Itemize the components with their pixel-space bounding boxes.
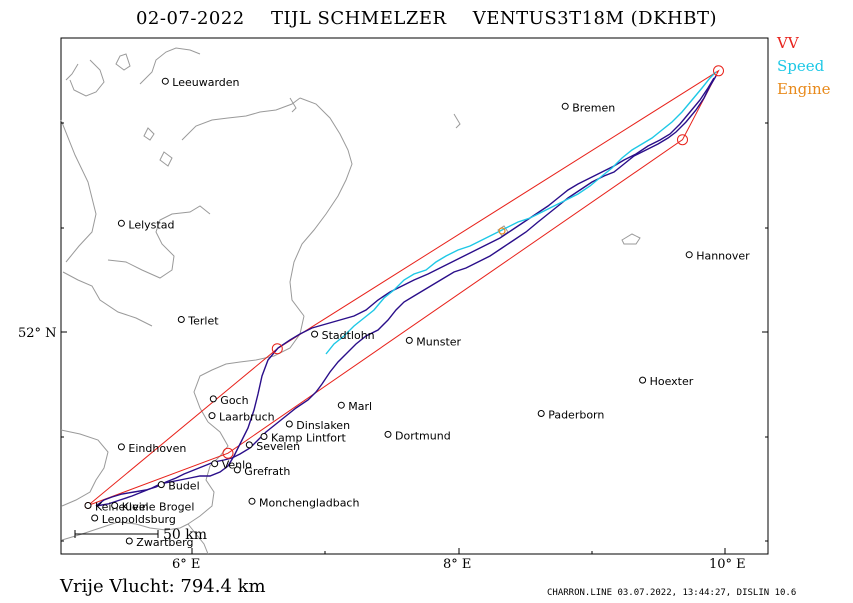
footer-info: CHARRON.LINE 03.07.2022, 13:44:27, DISLI… [547,588,797,598]
place-label: Venlo [222,459,252,472]
place-marker [84,502,92,509]
place-label: Munster [416,335,461,348]
legend-vv: VV [777,34,799,52]
turnpoint-circle [713,65,724,77]
legend-engine-label: Engine [777,80,831,98]
turnpoint-circle [222,447,234,459]
turnpoint-circle [271,343,283,355]
place-label: Sevelen [256,440,300,453]
glider-name: VENTUS3T18M (DKHBT) [472,8,718,29]
place-label: Grefrath [244,465,290,478]
pilot-name: TIJL SCHMELZER [270,8,447,29]
place-label: Hoexter [650,375,694,388]
place-label: Zwartberg [136,536,193,549]
legend-vv-label: VV [777,34,799,52]
place-marker [177,316,185,323]
place-marker [285,420,293,428]
lon-label-8: 8° E [443,557,472,572]
lon-label-6: 6° E [172,557,201,572]
place-label: Lelystad [128,218,174,231]
coastline [60,47,641,555]
engine-marker [498,227,506,235]
flight-date: 02-07-2022 [135,8,245,29]
place-label: Dinslaken [296,419,350,432]
place-marker [245,441,253,449]
place-label: Bremen [572,101,615,114]
speed-track [325,71,717,355]
place-label: Monchengladbach [259,496,359,509]
place-label: Leopoldsburg [102,513,176,526]
place-marker [208,412,216,420]
place-marker [248,497,256,505]
legend-speed-label: Speed [777,57,825,75]
place-marker [117,443,125,451]
place-label: Laarbruch [219,411,275,424]
place-marker [117,219,125,227]
free-flight-label: Vrije Vlucht: [60,576,175,597]
place-marker [384,430,392,438]
lon-label-10: 10° E [709,557,746,572]
axis-ticks [61,122,768,554]
map-title: 02-07-2022 TIJL SCHMELZER VENTUS3T18M (D… [0,8,853,29]
place-label: Budel [168,480,199,493]
place-marker [561,102,569,110]
free-flight-value: 794.4 km [180,576,266,597]
place-marker [537,410,545,417]
legend-speed: Speed [777,57,824,75]
place-marker [111,502,119,509]
place-marker [209,395,217,403]
place-label: Eindhoven [128,442,186,455]
place-marker [337,401,345,409]
place-label: Kamp Lintfort [271,432,347,445]
place-marker [405,336,413,344]
place-marker [311,330,319,338]
place-label: Leeuwarden [172,76,239,89]
place-marker [260,433,268,440]
place-label: Keiheuvel [95,501,149,514]
place-marker [233,466,241,474]
place-marker [91,514,99,522]
place-marker [125,537,133,545]
scale-bar-label: 50 km [163,527,207,543]
place-marker [639,376,647,384]
place-label: Dortmund [395,429,451,442]
place-marker [211,460,219,468]
turnpoint-circle [677,134,688,146]
place-marker [157,481,165,489]
turnpoints [84,65,724,509]
place-label: Goch [220,394,248,407]
places: Leeuwarden Bremen Lelystad Hannover Terlet St… [84,76,750,549]
place-label: Stadtlohn [322,329,375,342]
place-label: Kleine Brogel [122,501,195,514]
scale-bar: 50 km [74,527,207,543]
place-label: Paderborn [548,409,604,422]
task-line [87,69,720,506]
place-marker [685,251,693,259]
place-label: Terlet [187,315,219,328]
place-marker [161,77,169,85]
place-label: Marl [348,400,372,413]
legend-engine: Engine [777,80,831,98]
lat-label: 52° N [18,326,57,341]
place-label: Hannover [696,250,750,263]
map-frame [60,37,769,555]
free-flight-distance: Vrije Vlucht: 794.4 km [60,576,266,597]
